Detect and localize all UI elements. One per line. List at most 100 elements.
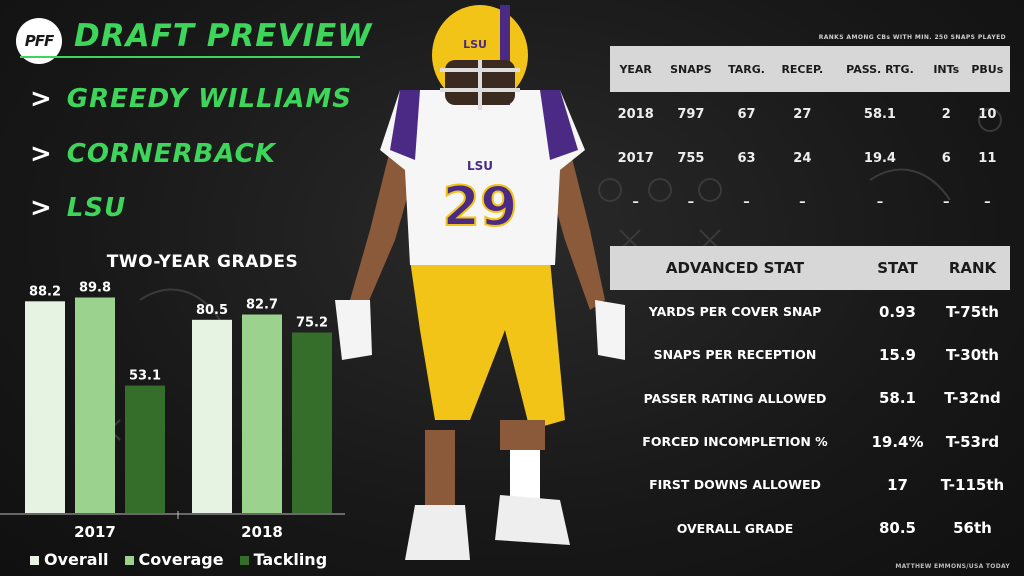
- legend-item-coverage: Coverage: [124, 550, 224, 569]
- cell: 755: [677, 150, 705, 166]
- ranks-note: RANKS AMONG CBs WITH MIN. 250 SNAPS PLAY…: [818, 34, 1006, 41]
- legend-label: Tackling: [253, 550, 328, 569]
- legend-label: Overall: [44, 550, 109, 569]
- stat-value: 58.1: [878, 389, 916, 408]
- bar-value-label: 82.7: [246, 298, 278, 313]
- cell: 24: [793, 150, 812, 166]
- table-row: 2017 755 63 24 19.4 6 11: [610, 136, 1010, 180]
- chevron-right-icon: >: [30, 139, 53, 169]
- category-label-2017: 2017: [74, 523, 116, 541]
- photo-credit: MATTHEW EMMONS/USA TODAY: [895, 563, 1010, 570]
- cell: –: [743, 194, 750, 210]
- col-year: YEAR: [610, 46, 662, 92]
- cell: 6: [941, 150, 951, 166]
- stat-rank: T-75th: [946, 302, 999, 321]
- cell: 2018: [617, 106, 654, 122]
- bar-overall-2017: [25, 301, 65, 513]
- chart-title: TWO-YEAR GRADES: [106, 252, 299, 272]
- cell: 63: [737, 150, 756, 166]
- stat-name: OVERALL GRADE: [676, 520, 794, 536]
- legend-swatch: [239, 556, 249, 565]
- player-school: LSU: [66, 193, 127, 223]
- stat-value: 15.9: [878, 345, 916, 364]
- cell: 2017: [617, 150, 654, 166]
- stat-rank: T-30th: [946, 345, 999, 364]
- table-row: 2018 797 67 27 58.1 2 10: [610, 92, 1010, 136]
- col-stat: STAT: [860, 246, 935, 290]
- cell: 11: [978, 150, 997, 166]
- table-header-row: ADVANCED STAT STAT RANK: [610, 246, 1010, 290]
- stat-rank: T-32nd: [944, 389, 1001, 408]
- cell: 19.4: [863, 150, 896, 166]
- two-year-grades-chart: 88.2 89.8 53.1 2017 80.5 82.7 75.2 2018: [0, 280, 345, 541]
- cell: –: [632, 194, 639, 210]
- cell: –: [984, 194, 991, 210]
- stat-rank: 56th: [953, 519, 992, 538]
- table-row: SNAPS PER RECEPTION 15.9 T-30th: [610, 333, 1010, 376]
- cell: –: [943, 194, 950, 210]
- col-rank: RANK: [935, 246, 1010, 290]
- player-position: CORNERBACK: [66, 139, 276, 169]
- cell: –: [687, 194, 695, 210]
- table-row: YARDS PER COVER SNAP 0.93 T-75th: [610, 290, 1010, 333]
- bar-overall-2018: [192, 319, 232, 513]
- jersey-number: 29: [442, 175, 517, 238]
- cell: 58.1: [863, 106, 896, 122]
- bar-value-label: 75.2: [296, 316, 328, 331]
- table-row: FORCED INCOMPLETION % 19.4% T-53rd: [610, 420, 1010, 463]
- stat-value: 19.4%: [871, 432, 924, 451]
- category-label-2018: 2018: [241, 523, 283, 541]
- col-snaps: SNAPS: [661, 46, 721, 92]
- stat-name: SNAPS PER RECEPTION: [653, 347, 817, 363]
- cell: –: [799, 194, 806, 210]
- school-line: > LSU: [30, 193, 126, 223]
- stat-name: FORCED INCOMPLETION %: [642, 434, 828, 450]
- legend-swatch: [30, 556, 39, 565]
- season-stats-table: YEAR SNAPS TARG. RECEP. PASS. RTG. INTs …: [610, 46, 1010, 224]
- cell: 2: [941, 106, 951, 122]
- cell: 797: [677, 106, 705, 122]
- bar-tackling-2017: [125, 385, 165, 513]
- table-header-row: YEAR SNAPS TARG. RECEP. PASS. RTG. INTs …: [610, 46, 1010, 92]
- stat-name: PASSER RATING ALLOWED: [643, 390, 827, 406]
- player-name-line: > GREEDY WILLIAMS: [30, 84, 352, 114]
- table-row: PASSER RATING ALLOWED 58.1 T-32nd: [610, 377, 1010, 420]
- bar-value-label: 53.1: [129, 369, 161, 384]
- player-name: GREEDY WILLIAMS: [66, 84, 353, 114]
- stat-value: 0.93: [878, 302, 916, 321]
- stat-value: 17: [887, 475, 908, 494]
- table-row: – – – – – – –: [610, 180, 1010, 224]
- stat-rank: T-53rd: [945, 432, 1000, 451]
- col-advanced-stat: ADVANCED STAT: [610, 246, 860, 290]
- cell: 10: [978, 106, 997, 122]
- col-targets: TARG.: [720, 46, 773, 92]
- table-row: OVERALL GRADE 80.5 56th: [610, 506, 1010, 549]
- cell: –: [876, 194, 884, 210]
- table-row: FIRST DOWNS ALLOWED 17 T-115th: [610, 463, 1010, 506]
- col-receptions: RECEP.: [772, 46, 832, 92]
- bar-value-label: 89.8: [79, 280, 111, 295]
- page-title: DRAFT PREVIEW: [74, 18, 373, 54]
- bar-value-label: 88.2: [29, 284, 61, 299]
- stat-value: 80.5: [878, 519, 916, 538]
- position-line: > CORNERBACK: [30, 139, 276, 169]
- legend-item-overall: Overall: [30, 550, 109, 569]
- bar-tackling-2018: [292, 332, 332, 513]
- bar-coverage-2018: [242, 314, 282, 513]
- chevron-right-icon: >: [30, 84, 53, 114]
- legend-label: Coverage: [138, 550, 224, 569]
- bar-value-label: 80.5: [196, 303, 228, 318]
- bar-coverage-2017: [75, 297, 115, 513]
- player-photo: LSU LSU 29: [335, 5, 625, 560]
- cell: 27: [793, 106, 812, 122]
- helmet-text: LSU: [463, 38, 487, 51]
- stat-name: YARDS PER COVER SNAP: [648, 304, 822, 320]
- title-underline: [20, 56, 360, 58]
- col-pbus: PBUs: [964, 46, 1010, 92]
- stat-rank: T-115th: [940, 475, 1005, 494]
- col-ints: INTs: [927, 46, 965, 92]
- legend-swatch: [124, 556, 134, 565]
- col-passer-rating: PASS. RTG.: [831, 46, 928, 92]
- cell: 67: [737, 106, 756, 122]
- stat-name: FIRST DOWNS ALLOWED: [649, 477, 821, 493]
